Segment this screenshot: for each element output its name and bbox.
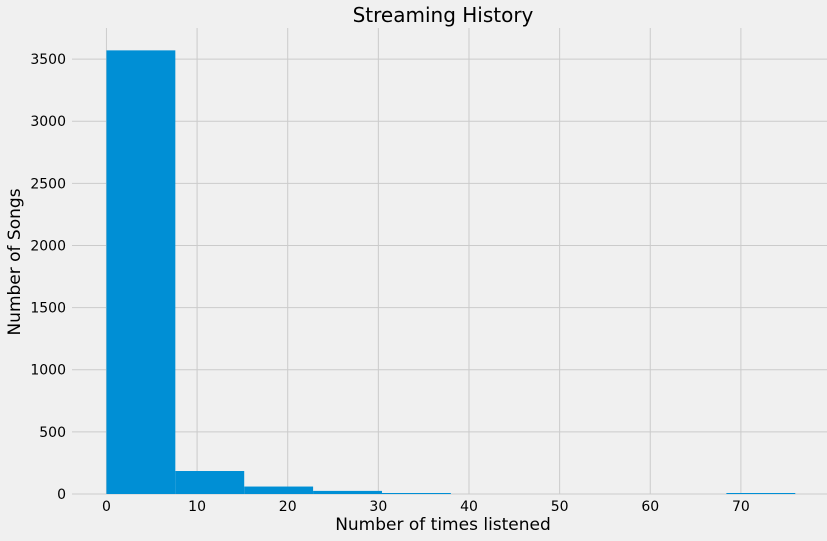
histogram-bar xyxy=(381,493,451,494)
y-tick-label: 1500 xyxy=(30,301,66,317)
histogram-bars xyxy=(106,50,796,494)
y-tick-label: 500 xyxy=(39,425,66,441)
y-tick-label: 2000 xyxy=(30,238,66,254)
x-tick-label: 60 xyxy=(641,499,659,515)
histogram-bar xyxy=(106,50,176,494)
x-tick-label: 70 xyxy=(732,499,750,515)
x-tick-label: 40 xyxy=(460,499,478,515)
y-tick-label: 0 xyxy=(57,487,66,503)
y-axis-label: Number of Songs xyxy=(5,188,25,335)
y-tick-label: 2500 xyxy=(30,176,66,192)
histogram-bar xyxy=(244,486,314,494)
y-tick-label: 3000 xyxy=(30,114,66,130)
x-tick-label: 30 xyxy=(369,499,387,515)
x-tick-label: 0 xyxy=(102,499,111,515)
x-axis-ticks: 0 10 20 30 40 50 60 70 xyxy=(102,499,750,515)
x-tick-label: 20 xyxy=(279,499,297,515)
histogram-bar xyxy=(726,493,796,494)
y-tick-label: 1000 xyxy=(30,363,66,379)
x-tick-label: 10 xyxy=(188,499,206,515)
grid-lines xyxy=(72,28,827,495)
histogram-bar xyxy=(313,490,382,494)
y-axis-ticks: 0 500 1000 1500 2000 2500 3000 3500 xyxy=(30,52,66,503)
x-axis-label: Number of times listened xyxy=(335,515,551,535)
x-tick-label: 50 xyxy=(551,499,569,515)
histogram-bar xyxy=(175,471,245,494)
y-tick-label: 3500 xyxy=(30,52,66,68)
chart-title: Streaming History xyxy=(353,3,534,27)
